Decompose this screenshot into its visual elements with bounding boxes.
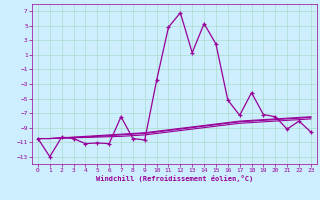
X-axis label: Windchill (Refroidissement éolien,°C): Windchill (Refroidissement éolien,°C) [96, 175, 253, 182]
